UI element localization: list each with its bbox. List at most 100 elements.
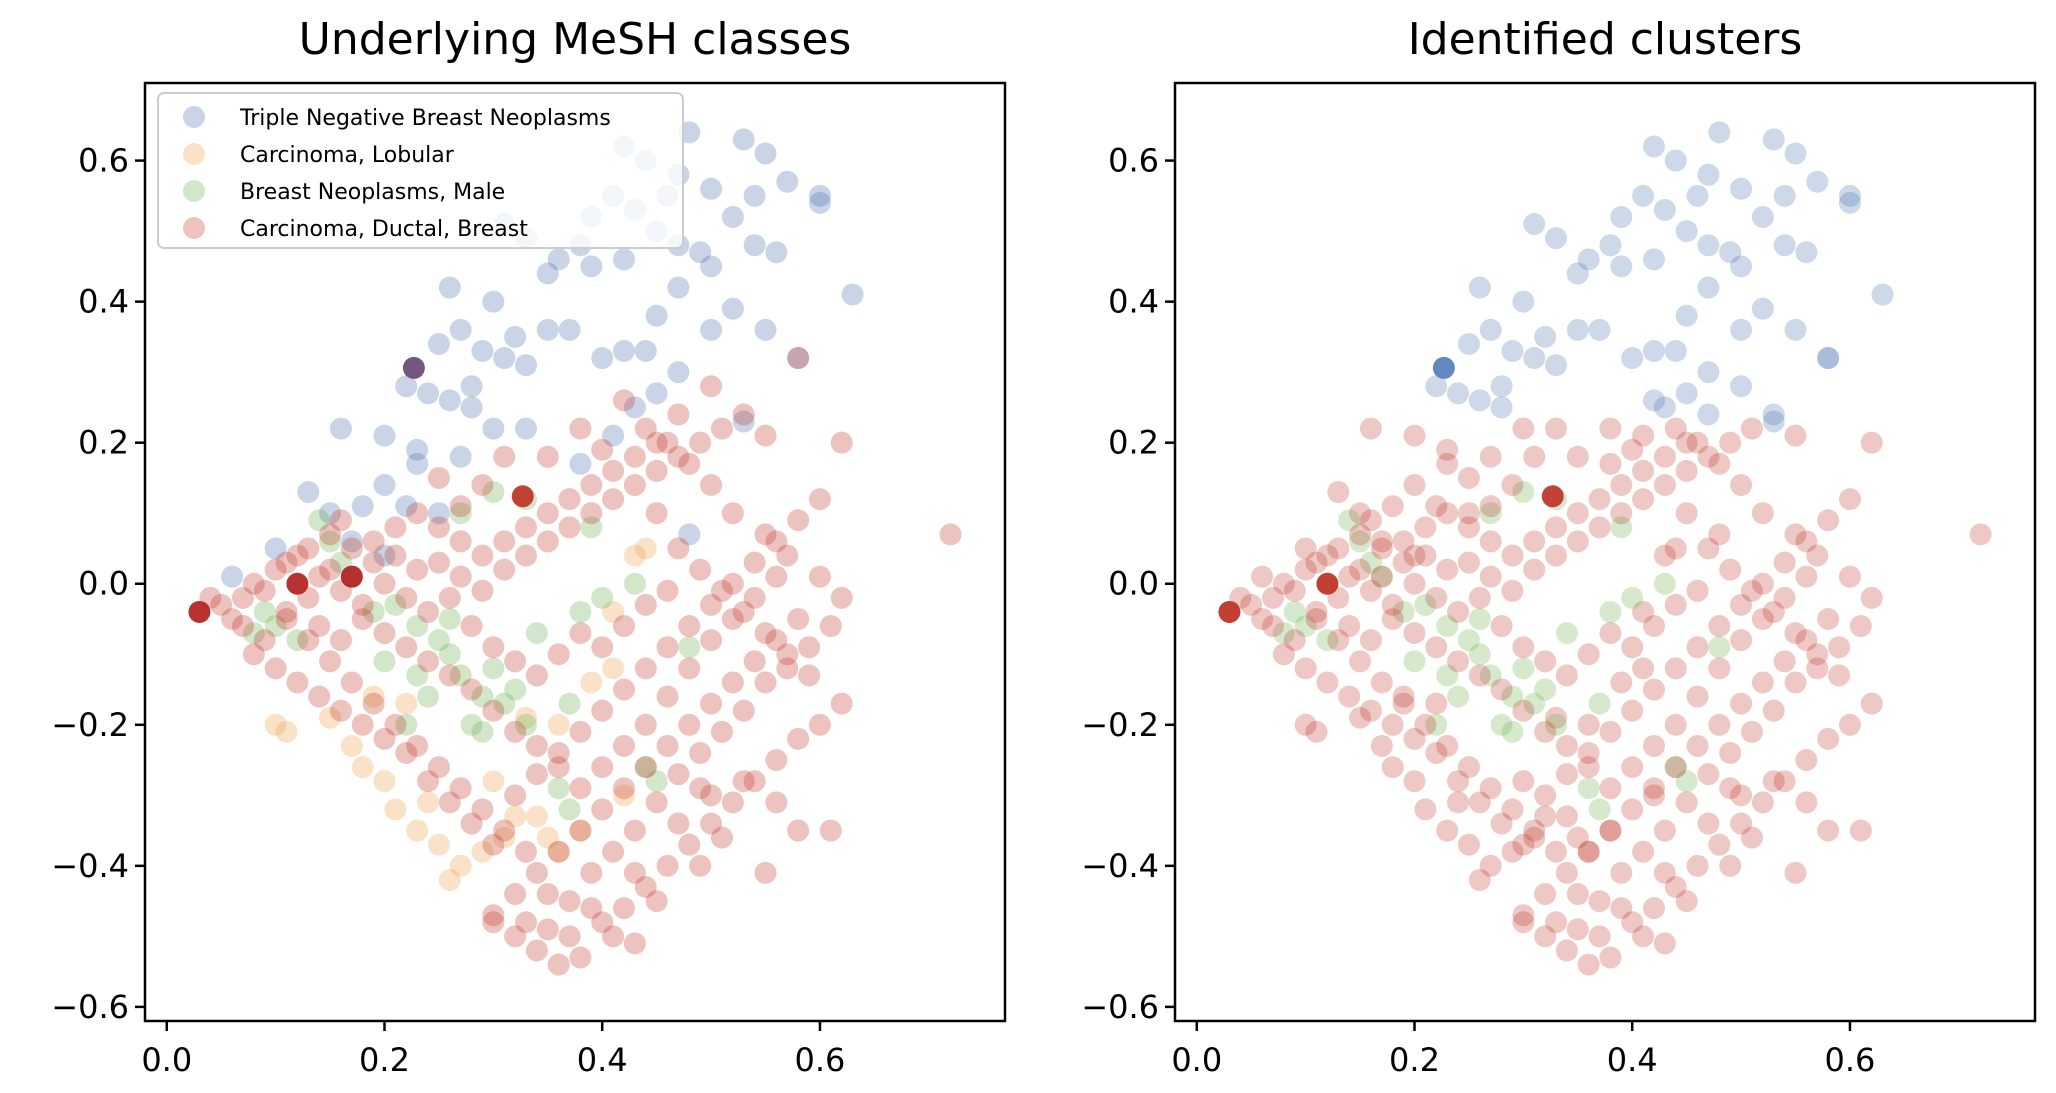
scatter-point <box>1359 551 1382 574</box>
scatter-point <box>1577 777 1600 800</box>
scatter-point <box>1534 678 1557 701</box>
scatter-point <box>1545 354 1568 377</box>
scatter-point <box>1468 643 1491 666</box>
scatter-point <box>504 720 527 743</box>
scatter-point <box>525 861 548 884</box>
scatter-point <box>1784 622 1807 645</box>
scatter-point <box>1740 417 1763 440</box>
scatter-point <box>1697 163 1720 186</box>
scatter-point <box>471 720 494 743</box>
scatter-point <box>1479 445 1502 468</box>
scatter-point <box>1555 939 1578 962</box>
scatter-point <box>634 593 657 616</box>
scatter-point <box>547 953 570 976</box>
scatter-point <box>569 819 592 842</box>
scatter-point <box>1479 318 1502 341</box>
scatter-point <box>700 255 723 278</box>
scatter-point <box>1566 445 1589 468</box>
scatter-point <box>798 664 821 687</box>
scatter-point <box>449 530 472 553</box>
scatter-point <box>1577 248 1600 271</box>
scatter-point <box>1806 544 1829 567</box>
scatter-point <box>1545 713 1568 736</box>
scatter-point <box>1436 734 1459 757</box>
scatter-point <box>1512 699 1535 722</box>
scatter-point <box>1599 720 1622 743</box>
scatter-point <box>1534 650 1557 673</box>
scatter-point <box>667 537 690 560</box>
scatter-point <box>438 664 461 687</box>
scatter-point <box>1751 572 1774 595</box>
scatter-point <box>427 756 450 779</box>
scatter-point <box>482 657 505 680</box>
left-scatter-panel: Underlying MeSH classes 0.0 0.2 0.4 0.6 −0.6… <box>51 14 1007 1079</box>
scatter-point <box>1512 657 1535 680</box>
scatter-point <box>1588 516 1611 539</box>
scatter-point <box>1512 911 1535 934</box>
scatter-point <box>580 861 603 884</box>
scatter-point <box>1436 438 1459 461</box>
scatter-point <box>1403 727 1426 750</box>
scatter-point <box>721 572 744 595</box>
scatter-point <box>275 551 298 574</box>
scatter-point <box>591 798 614 821</box>
scatter-point <box>1479 502 1502 525</box>
scatter-point <box>547 248 570 271</box>
scatter-point <box>1751 502 1774 525</box>
scatter-point <box>1599 452 1622 475</box>
scatter-point <box>1817 347 1840 370</box>
scatter-point <box>395 495 418 518</box>
scatter-point <box>1447 600 1470 623</box>
scatter-point <box>732 403 755 426</box>
scatter-point <box>286 629 309 652</box>
scatter-point <box>1577 953 1600 976</box>
scatter-point <box>1806 643 1829 666</box>
scatter-point <box>1860 431 1883 454</box>
scatter-point <box>1447 650 1470 673</box>
scatter-point <box>1610 516 1633 539</box>
scatter-point <box>1697 276 1720 299</box>
scatter-point <box>1784 861 1807 884</box>
scatter-point <box>591 756 614 779</box>
scatter-point <box>449 664 472 687</box>
scatter-point <box>656 579 679 602</box>
scatter-point <box>1751 206 1774 228</box>
scatter-point <box>612 784 635 807</box>
scatter-point <box>504 678 527 701</box>
scatter-point <box>362 530 385 553</box>
scatter-point <box>1686 734 1709 757</box>
scatter-point <box>667 445 690 468</box>
scatter-point <box>634 756 657 779</box>
scatter-point <box>1370 671 1393 694</box>
scatter-point <box>1327 537 1350 560</box>
scatter-point <box>319 650 342 673</box>
scatter-point <box>743 770 766 793</box>
scatter-point <box>406 502 429 525</box>
scatter-point <box>1370 734 1393 757</box>
scatter-point <box>645 770 668 793</box>
scatter-point <box>1490 396 1513 419</box>
scatter-point <box>1719 558 1742 581</box>
scatter-point <box>1392 530 1415 553</box>
scatter-point <box>515 516 538 539</box>
scatter-point <box>242 572 265 595</box>
scatter-point <box>558 798 581 821</box>
scatter-point <box>1523 692 1546 715</box>
scatter-point <box>1261 615 1284 638</box>
scatter-point <box>612 897 635 920</box>
scatter-point <box>1447 791 1470 814</box>
scatter-point <box>1588 692 1611 715</box>
scatter-point <box>667 276 690 299</box>
right-y-tick-label: 0.4 <box>1108 283 1159 321</box>
scatter-point <box>1642 389 1665 412</box>
scatter-point <box>460 375 483 398</box>
scatter-point <box>515 713 538 736</box>
scatter-point <box>1501 474 1524 496</box>
scatter-point <box>1708 523 1731 546</box>
scatter-point <box>1686 431 1709 454</box>
legend-marker <box>183 217 205 239</box>
scatter-point <box>1697 445 1720 468</box>
scatter-point <box>231 615 254 638</box>
scatter-point <box>1762 600 1785 623</box>
scatter-point <box>1479 664 1502 687</box>
